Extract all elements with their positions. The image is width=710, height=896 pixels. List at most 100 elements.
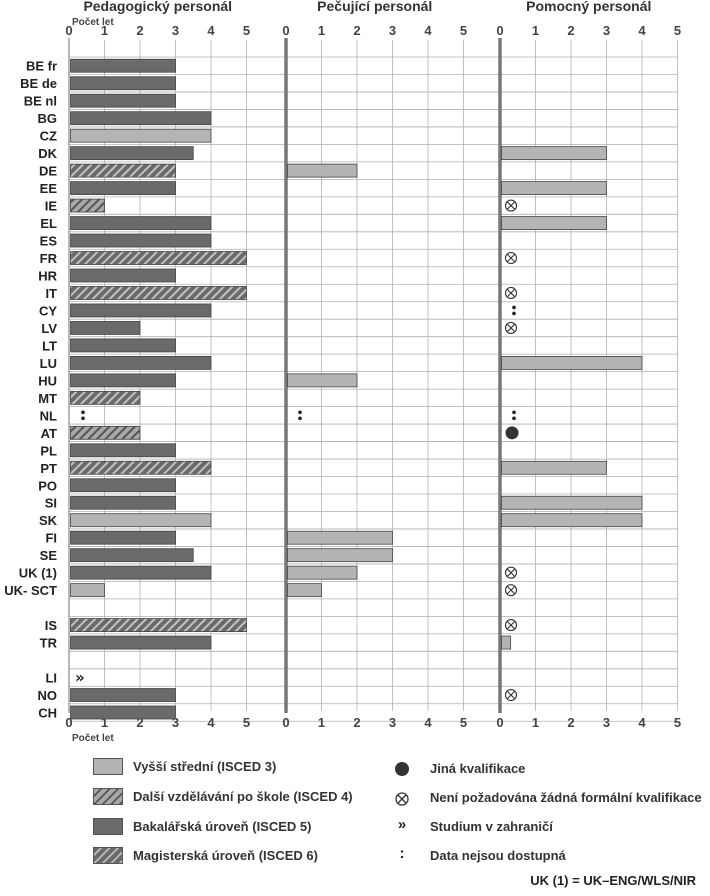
x-tick-label-top: 4 <box>424 23 432 38</box>
category-label: LI <box>45 671 57 686</box>
bar <box>501 355 643 370</box>
bar <box>70 390 141 405</box>
x-axis-label-top: Počet let <box>72 17 114 28</box>
x-tick-label-top: 2 <box>353 23 360 38</box>
no-qualification-icon <box>507 586 515 595</box>
x-axis-label-bottom: Počet let <box>72 733 114 744</box>
category-label: BE fr <box>26 59 57 74</box>
legend-label-bak: Bakalářská úroveň (ISCED 5) <box>133 819 312 834</box>
category-label: SE <box>40 548 58 563</box>
data-unavailable-icon <box>512 305 516 310</box>
abroad-icon: » <box>397 816 407 833</box>
category-label: DK <box>38 146 57 161</box>
data-unavailable-icon: : <box>399 845 405 862</box>
bar <box>70 216 212 230</box>
legend-label-abroad: Studium v zahraničí <box>430 819 553 834</box>
no-qualification-icon <box>504 619 518 632</box>
data-unavailable-icon <box>512 416 516 421</box>
x-tick-label-bottom: 3 <box>603 715 610 730</box>
bar <box>70 688 176 702</box>
bar <box>501 495 643 510</box>
no-qualification-icon <box>504 566 518 579</box>
x-tick-label-top: 2 <box>567 23 574 38</box>
category-label: LT <box>42 338 57 353</box>
x-tick-label-top: 5 <box>674 23 681 38</box>
bar <box>501 181 607 196</box>
bar <box>70 460 212 475</box>
category-label: EL <box>40 216 57 231</box>
bar <box>70 565 212 580</box>
legend-swatch-mag <box>93 847 123 864</box>
x-tick-label-bottom: 0 <box>496 715 503 730</box>
legend-label-mag: Magisterská úroveň (ISCED 6) <box>133 848 318 863</box>
bar <box>70 583 105 598</box>
bar <box>70 635 212 650</box>
bar <box>70 128 212 143</box>
bar <box>70 76 176 91</box>
x-tick-label-top: 3 <box>389 23 396 38</box>
x-tick-label-bottom: 2 <box>353 715 360 730</box>
bar <box>501 513 643 528</box>
bar <box>70 146 194 161</box>
bar <box>70 163 176 178</box>
no-qualification-icon <box>507 201 515 210</box>
x-tick-label-bottom: 3 <box>172 715 179 730</box>
data-unavailable-icon <box>512 410 516 415</box>
x-tick-label-top: 4 <box>638 23 646 38</box>
category-label: MT <box>38 391 57 406</box>
data-unavailable-icon <box>81 410 85 415</box>
bar <box>70 321 141 335</box>
bar <box>70 355 212 370</box>
x-tick-label-bottom: 0 <box>65 715 72 730</box>
category-label: NL <box>40 408 57 423</box>
x-tick-label-bottom: 1 <box>318 715 325 730</box>
x-tick-label-bottom: 1 <box>532 715 539 730</box>
footnote: UK (1) = UK–ENG/WLS/NIR <box>530 873 696 888</box>
x-tick-label-top: 5 <box>460 23 467 38</box>
bar <box>287 530 393 545</box>
x-tick-label-bottom: 3 <box>389 715 396 730</box>
no-qualification-icon <box>504 321 518 334</box>
other-qualification-icon <box>395 762 409 776</box>
category-label: PO <box>38 478 57 493</box>
no-qualification-icon <box>507 288 515 297</box>
legend-swatch-dal <box>93 788 123 805</box>
no-qualification-icon <box>507 621 515 630</box>
bar <box>70 705 176 720</box>
no-qualification-icon <box>507 691 515 700</box>
category-label: PT <box>40 461 57 476</box>
x-tick-label-bottom: 4 <box>638 715 646 730</box>
bar <box>70 548 194 563</box>
category-label: FR <box>40 251 58 266</box>
bar <box>70 618 247 632</box>
bar <box>287 583 322 598</box>
x-tick-label-top: 3 <box>603 23 610 38</box>
x-tick-label-top: 1 <box>532 23 539 38</box>
category-label: HR <box>38 269 57 284</box>
category-label: SK <box>39 513 58 528</box>
legend-label-colon: Data nejsou dostupná <box>430 848 566 863</box>
category-label: PL <box>40 443 57 458</box>
x-tick-label-top: 2 <box>136 23 143 38</box>
category-label: IE <box>45 199 58 214</box>
panel-title: Pedagogický personál <box>83 0 232 14</box>
category-label: AT <box>41 426 57 441</box>
category-label: IT <box>45 286 57 301</box>
data-unavailable-icon <box>298 410 302 415</box>
category-label: BG <box>38 111 58 126</box>
panel-title: Pečující personál <box>317 0 432 14</box>
category-label: TR <box>40 636 58 651</box>
legend-label-vss: Vyšší střední (ISCED 3) <box>133 759 277 774</box>
category-label: UK- SCT <box>4 583 57 598</box>
category-label: BE nl <box>24 94 57 109</box>
bar <box>70 181 176 196</box>
x-tick-label-top: 0 <box>282 23 289 38</box>
bar <box>70 530 176 545</box>
bar <box>70 268 176 283</box>
x-tick-label-top: 5 <box>243 23 250 38</box>
x-tick-label-top: 0 <box>65 23 72 38</box>
bar-chart: BE fr BE de BE nl BG CZ DK DE EE IE EL ES FR HR IT CY L… <box>4 0 681 744</box>
no-qualification-icon <box>504 286 518 300</box>
bar <box>501 216 607 230</box>
bar <box>501 635 512 650</box>
